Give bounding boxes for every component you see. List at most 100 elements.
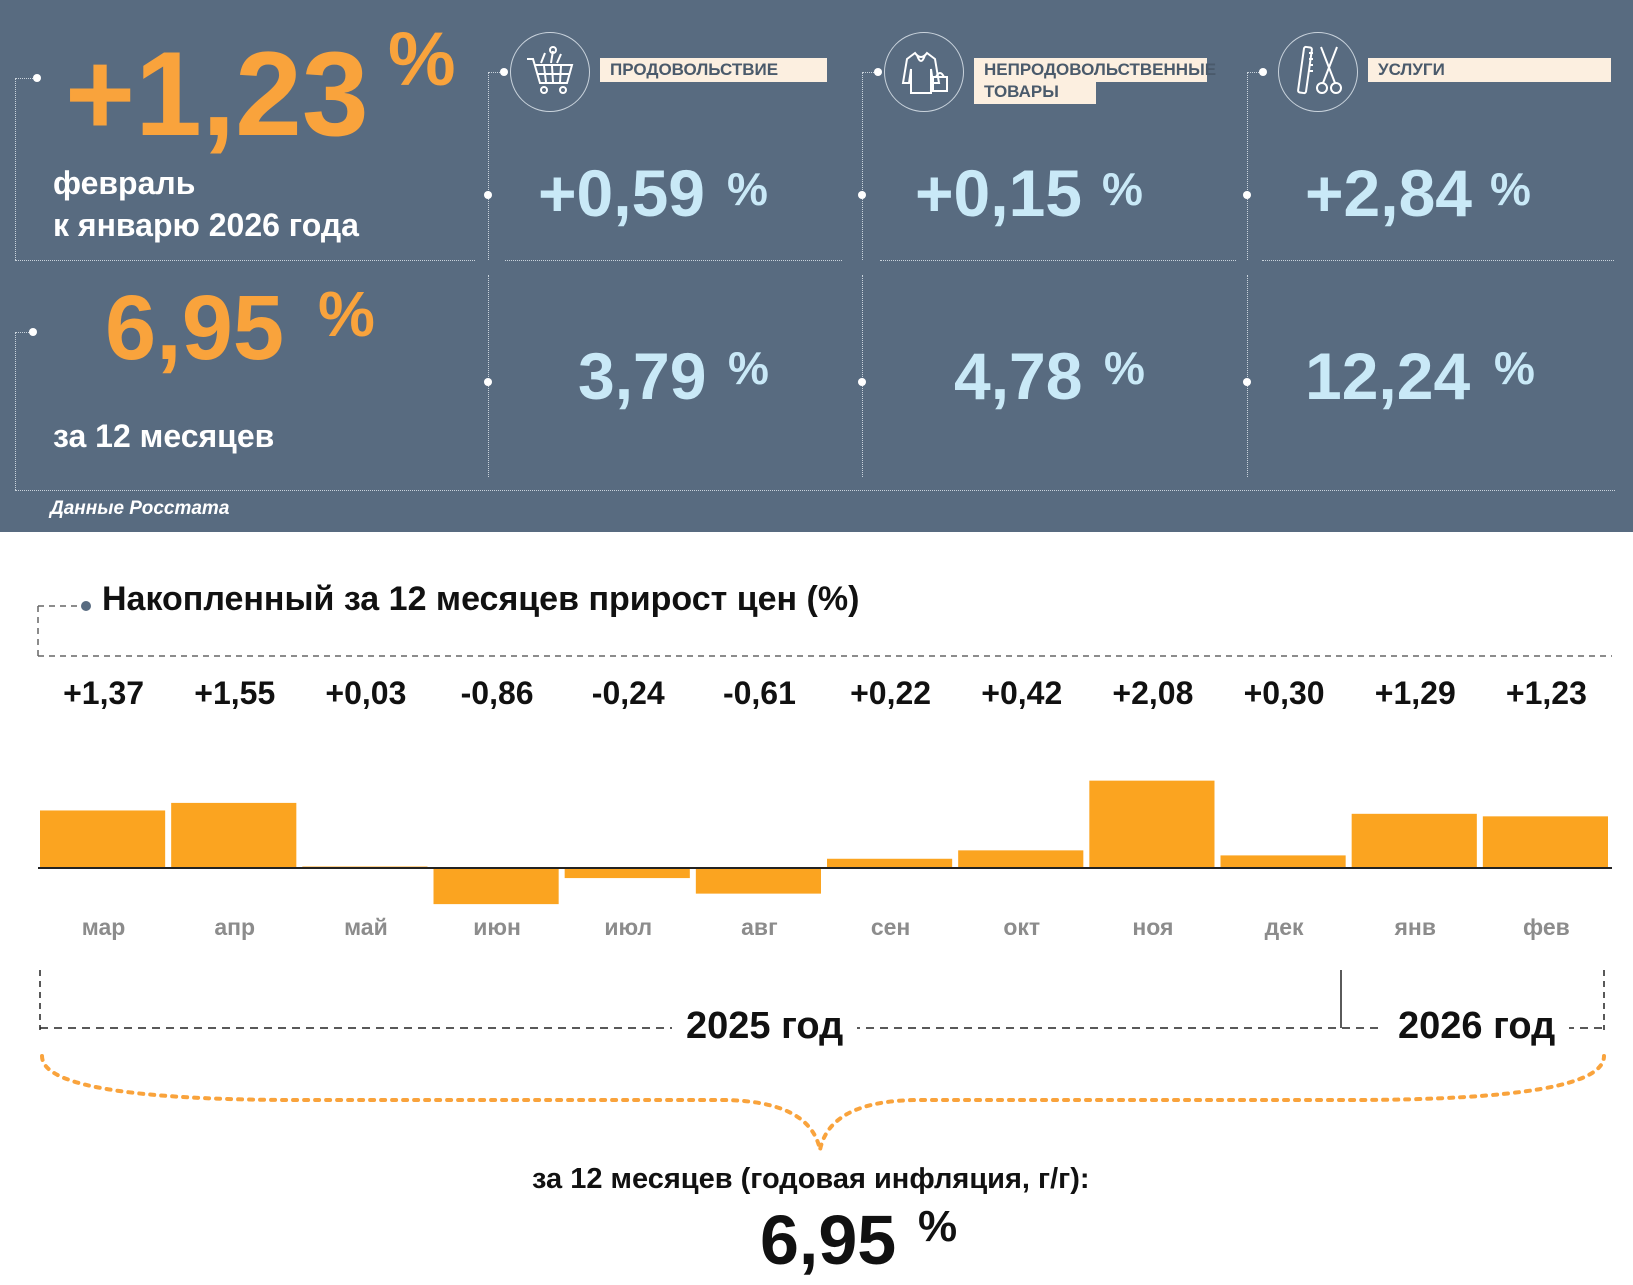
frame-line — [15, 78, 37, 79]
connector-dot — [874, 68, 882, 76]
bar-июл — [564, 868, 690, 879]
category-nonfood-label-line2: ТОВАРЫ — [974, 80, 1096, 104]
frame-line — [15, 332, 33, 333]
bar-chart — [38, 780, 1612, 905]
month-tick-label: июл — [604, 914, 653, 940]
connector-dot — [484, 191, 492, 199]
month-tick-label: сен — [870, 914, 911, 940]
bar-мар — [40, 810, 166, 868]
year-bracket — [39, 970, 1606, 1151]
year-2025-label: 2025 год — [672, 1005, 858, 1048]
frame-line — [862, 72, 863, 260]
connector-dot — [1259, 68, 1267, 76]
month-tick-label: янв — [1394, 914, 1436, 940]
food-monthly-value: +0,59 — [538, 156, 705, 230]
shopping-cart-icon — [510, 32, 590, 112]
category-services-label: УСЛУГИ — [1368, 58, 1611, 82]
monthly-inflation-pct: % — [388, 17, 456, 102]
bar-value-label: +2,08 — [1112, 675, 1194, 711]
frame-line — [15, 78, 16, 260]
bar-дек — [1220, 855, 1346, 868]
scissors-comb-icon — [1278, 32, 1358, 112]
connector-dot — [484, 378, 492, 386]
month-tick-label: июн — [473, 914, 521, 940]
food-monthly-pct: % — [727, 163, 768, 215]
frame-line — [15, 260, 475, 261]
bar-янв — [1351, 813, 1477, 868]
frame-line — [488, 72, 502, 73]
connector-dot — [1243, 191, 1251, 199]
bar-value-label: +1,29 — [1374, 675, 1456, 711]
frame-line — [1262, 260, 1614, 261]
frame-line — [862, 275, 863, 477]
frame-line — [488, 275, 489, 477]
frame-line — [488, 72, 489, 260]
frame-line — [1247, 72, 1261, 73]
connector-dot — [33, 74, 41, 82]
annual-inflation-summary-value: 6,95 — [760, 1201, 897, 1279]
nonfood-annual-pct: % — [1104, 342, 1145, 394]
bar-value-label: +1,37 — [63, 675, 145, 711]
services-monthly-value: +2,84 — [1305, 156, 1472, 230]
frame-line — [505, 260, 842, 261]
monthly-caption-line2: к январю 2026 года — [53, 207, 359, 243]
nonfood-monthly-pct: % — [1102, 163, 1143, 215]
services-annual-value: 12,24 — [1305, 339, 1471, 413]
bar-value-label: +0,03 — [325, 675, 407, 711]
frame-line — [862, 72, 876, 73]
month-tick-label: дек — [1264, 914, 1304, 940]
connector-dot — [858, 378, 866, 386]
bar-value-label: +1,23 — [1505, 675, 1587, 711]
bar-ноя — [1089, 780, 1215, 868]
annual-inflation-caption: за 12 месяцев (годовая инфляция, г/г): — [532, 1163, 1090, 1195]
month-tick-label: окт — [1003, 914, 1041, 940]
bar-сен — [827, 858, 953, 868]
month-tick-label: апр — [214, 914, 256, 940]
bar-value-label: +0,30 — [1243, 675, 1325, 711]
services-annual-pct: % — [1494, 342, 1535, 394]
annual-inflation-pct: % — [318, 278, 375, 350]
category-nonfood-label-line1: НЕПРОДОВОЛЬСТВЕННЫЕ — [974, 58, 1216, 82]
clothing-icon — [884, 32, 964, 112]
annual-inflation-value: 6,95 — [105, 277, 285, 379]
bar-июн — [433, 868, 559, 905]
food-annual-value: 3,79 — [578, 339, 707, 413]
services-monthly-pct: % — [1490, 163, 1531, 215]
bar-value-label: +0,22 — [850, 675, 932, 711]
connector-dot — [500, 68, 508, 76]
nonfood-monthly-value: +0,15 — [915, 156, 1082, 230]
bar-value-label: +0,42 — [981, 675, 1063, 711]
connector-dot — [29, 328, 37, 336]
chart-title: Накопленный за 12 месяцев прирост цен (%… — [102, 580, 860, 618]
month-tick-label: мар — [81, 914, 126, 940]
month-tick-label: фев — [1523, 914, 1570, 940]
monthly-inflation-value: +1,23 — [65, 27, 369, 161]
bar-авг — [695, 868, 821, 894]
month-tick-label: май — [344, 914, 388, 940]
frame-line — [880, 260, 1236, 261]
data-source: Данные Росстата — [50, 498, 230, 519]
bar-value-label: -0,61 — [722, 675, 796, 711]
monthly-caption-line1: февраль — [53, 165, 196, 201]
connector-dot — [858, 191, 866, 199]
bar-окт — [958, 850, 1084, 868]
bar-value-label: -0,86 — [460, 675, 534, 711]
annual-inflation-summary-pct: % — [918, 1202, 958, 1251]
inflation-summary-panel: +1,23 % февраль к январю 2026 года 6,95 … — [0, 0, 1633, 532]
frame-line — [1247, 72, 1248, 260]
bar-фев — [1482, 816, 1608, 868]
category-food-label: ПРОДОВОЛЬСТВИЕ — [600, 58, 827, 82]
year-2026-label: 2026 год — [1384, 1005, 1570, 1048]
month-tick-label: авг — [741, 914, 778, 940]
month-tick-label: ноя — [1132, 914, 1174, 940]
chart-decorations — [37, 601, 1612, 657]
annual-caption: за 12 месяцев — [53, 418, 275, 454]
nonfood-annual-value: 4,78 — [954, 339, 1083, 413]
frame-line — [15, 332, 16, 490]
connector-dot — [1243, 378, 1251, 386]
food-annual-pct: % — [728, 342, 769, 394]
bar-value-label: -0,24 — [591, 675, 665, 711]
bar-value-label: +1,55 — [194, 675, 276, 711]
bar-апр — [171, 802, 297, 868]
frame-line — [1247, 275, 1248, 477]
